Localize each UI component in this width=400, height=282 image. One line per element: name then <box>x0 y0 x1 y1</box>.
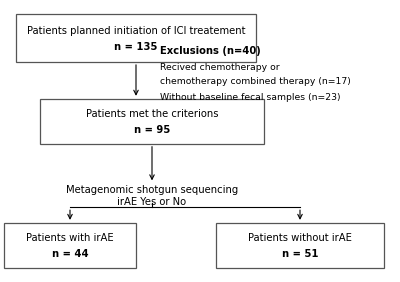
Text: Patients without irAE: Patients without irAE <box>248 233 352 243</box>
Text: n = 95: n = 95 <box>134 125 170 135</box>
Text: Exclusions (n=40): Exclusions (n=40) <box>160 46 261 56</box>
Text: irAE Yes or No: irAE Yes or No <box>118 197 186 207</box>
FancyBboxPatch shape <box>4 223 136 268</box>
Text: Recived chemotherapy or: Recived chemotherapy or <box>160 63 280 72</box>
Text: Patients met the criterions: Patients met the criterions <box>86 109 218 119</box>
Text: n = 44: n = 44 <box>52 249 88 259</box>
FancyBboxPatch shape <box>216 223 384 268</box>
Text: Without baseline fecal samples (n=23): Without baseline fecal samples (n=23) <box>160 93 340 102</box>
Text: n = 51: n = 51 <box>282 249 318 259</box>
Text: Patients with irAE: Patients with irAE <box>26 233 114 243</box>
Text: n = 135: n = 135 <box>114 41 158 52</box>
FancyBboxPatch shape <box>16 14 256 62</box>
Text: Metagenomic shotgun sequencing: Metagenomic shotgun sequencing <box>66 185 238 195</box>
Text: Patients planned initiation of ICI treatement: Patients planned initiation of ICI treat… <box>27 26 245 36</box>
Text: chemotherapy combined therapy (n=17): chemotherapy combined therapy (n=17) <box>160 77 351 86</box>
FancyBboxPatch shape <box>40 99 264 144</box>
